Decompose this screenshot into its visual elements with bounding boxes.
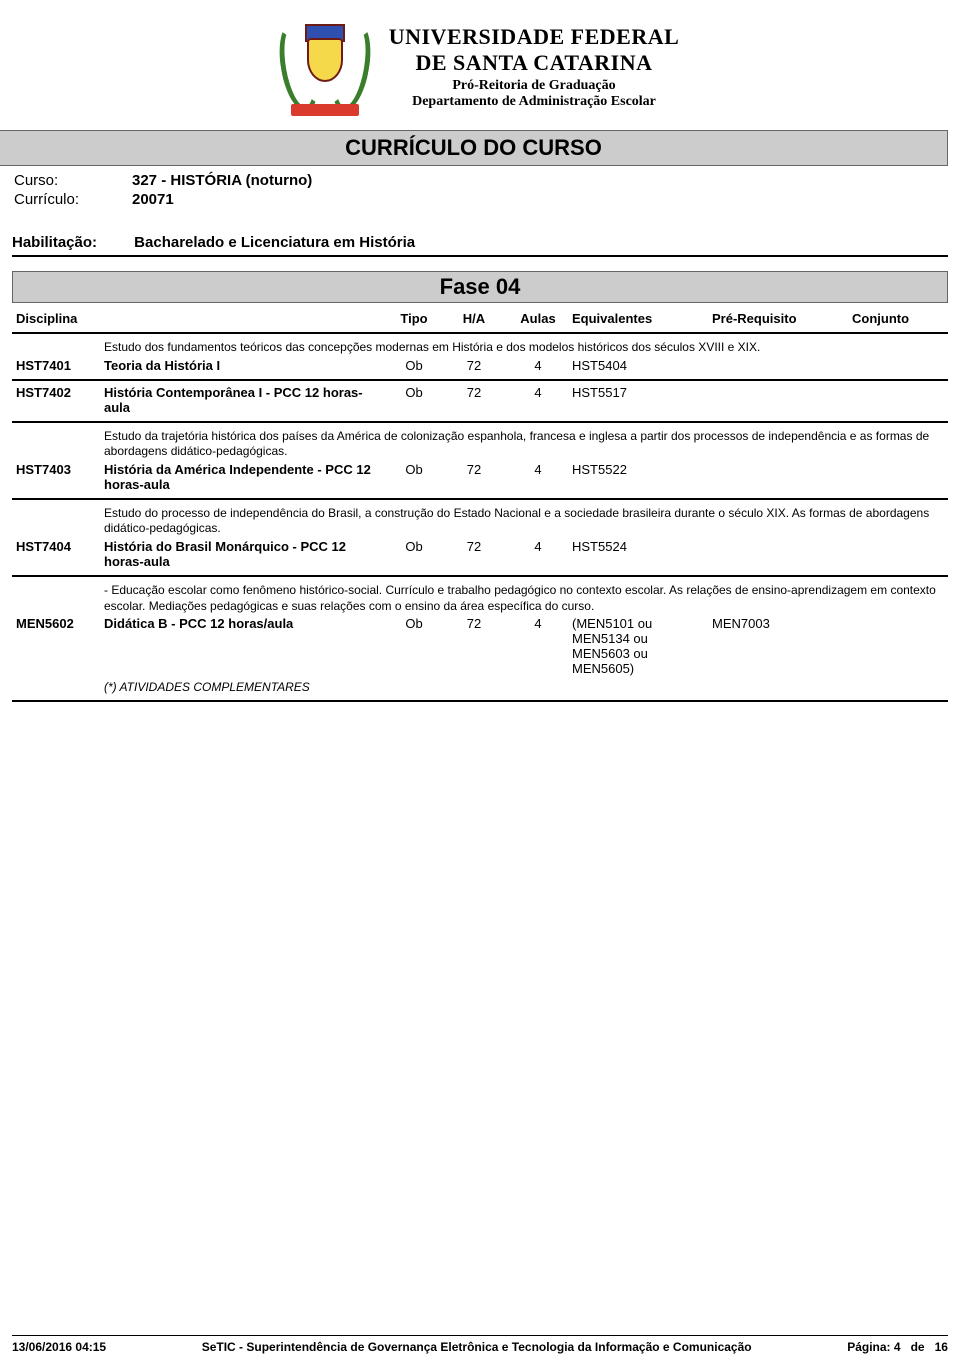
course-aulas: 4 bbox=[504, 539, 572, 554]
course-name: História do Brasil Monárquico - PCC 12 h… bbox=[104, 539, 384, 569]
university-subtitle-1: Pró-Reitoria de Graduação bbox=[389, 78, 680, 94]
course-tipo: Ob bbox=[384, 462, 444, 477]
course-aulas: 4 bbox=[504, 358, 572, 373]
course-aulas: 4 bbox=[504, 462, 572, 477]
course-description: Estudo dos fundamentos teóricos das conc… bbox=[16, 338, 944, 358]
university-name-line1: UNIVERSIDADE FEDERAL bbox=[389, 24, 680, 50]
course-row: HST7402História Contemporânea I - PCC 12… bbox=[16, 385, 944, 415]
course-equivalentes: HST5524 bbox=[572, 539, 712, 554]
course-code: HST7402 bbox=[16, 385, 104, 400]
course-ha: 72 bbox=[444, 539, 504, 554]
course-row: HST7403História da América Independente … bbox=[16, 462, 944, 492]
university-text-block: UNIVERSIDADE FEDERAL DE SANTA CATARINA P… bbox=[389, 24, 680, 110]
course-name: Didática B - PCC 12 horas/aula bbox=[104, 616, 384, 631]
course-name: História da América Independente - PCC 1… bbox=[104, 462, 384, 492]
course-code: HST7404 bbox=[16, 539, 104, 554]
university-subtitle-2: Departamento de Administração Escolar bbox=[389, 94, 680, 110]
course-name: Teoria da História I bbox=[104, 358, 384, 373]
course-blocks: Estudo dos fundamentos teóricos das conc… bbox=[12, 334, 948, 702]
course-equivalentes: HST5404 bbox=[572, 358, 712, 373]
course-block: Estudo do processo de independência do B… bbox=[12, 500, 948, 577]
course-row: MEN5602Didática B - PCC 12 horas/aulaOb7… bbox=[16, 616, 944, 676]
column-header-row: Disciplina Tipo H/A Aulas Equivalentes P… bbox=[12, 303, 948, 334]
col-aulas: Aulas bbox=[504, 311, 572, 326]
course-ha: 72 bbox=[444, 616, 504, 631]
footer-org: SeTIC - Superintendência de Governança E… bbox=[202, 1340, 752, 1354]
course-prerequisito: MEN7003 bbox=[712, 616, 852, 631]
course-tipo: Ob bbox=[384, 385, 444, 400]
col-conjunto: Conjunto bbox=[852, 311, 944, 326]
phase-band: Fase 04 bbox=[12, 271, 948, 303]
course-ha: 72 bbox=[444, 462, 504, 477]
page-footer: 13/06/2016 04:15 SeTIC - Superintendênci… bbox=[12, 1335, 948, 1354]
habilitacao-value: Bacharelado e Licenciatura em História bbox=[134, 234, 415, 251]
meta-habilitacao: Habilitação: Bacharelado e Licenciatura … bbox=[12, 234, 948, 257]
document-header: UNIVERSIDADE FEDERAL DE SANTA CATARINA P… bbox=[12, 18, 948, 116]
course-code: HST7403 bbox=[16, 462, 104, 477]
course-ha: 72 bbox=[444, 358, 504, 373]
col-ha: H/A bbox=[444, 311, 504, 326]
course-aulas: 4 bbox=[504, 385, 572, 400]
footer-page-sep: de bbox=[911, 1340, 925, 1354]
course-block: Estudo da trajetória histórica dos paíse… bbox=[12, 423, 948, 500]
col-prerequisito: Pré-Requisito bbox=[712, 311, 852, 326]
habilitacao-label: Habilitação: bbox=[12, 234, 130, 251]
course-equivalentes: (MEN5101 ou MEN5134 ou MEN5603 ou MEN560… bbox=[572, 616, 712, 676]
footer-page-label: Página: bbox=[847, 1340, 890, 1354]
course-block: - Educação escolar como fenômeno históri… bbox=[12, 577, 948, 702]
footer-page-current: 4 bbox=[894, 1340, 901, 1354]
course-ha: 72 bbox=[444, 385, 504, 400]
course-description: Estudo da trajetória histórica dos paíse… bbox=[16, 427, 944, 462]
course-block: HST7402História Contemporânea I - PCC 12… bbox=[12, 381, 948, 423]
curso-label: Curso: bbox=[14, 172, 132, 189]
footer-timestamp: 13/06/2016 04:15 bbox=[12, 1340, 106, 1354]
meta-curriculo: Currículo: 20071 bbox=[14, 191, 948, 208]
course-row: HST7404História do Brasil Monárquico - P… bbox=[16, 539, 944, 569]
course-code: MEN5602 bbox=[16, 616, 104, 631]
university-name-line2: DE SANTA CATARINA bbox=[389, 50, 680, 76]
course-tipo: Ob bbox=[384, 358, 444, 373]
course-equivalentes: HST5517 bbox=[572, 385, 712, 400]
course-aulas: 4 bbox=[504, 616, 572, 631]
footer-pagination: Página: 4 de 16 bbox=[847, 1340, 948, 1354]
curriculo-value: 20071 bbox=[132, 191, 174, 208]
course-block: Estudo dos fundamentos teóricos das conc… bbox=[12, 334, 948, 381]
curriculo-label: Currículo: bbox=[14, 191, 132, 208]
course-description: Estudo do processo de independência do B… bbox=[16, 504, 944, 539]
course-description: - Educação escolar como fenômeno históri… bbox=[16, 581, 944, 616]
course-code: HST7401 bbox=[16, 358, 104, 373]
col-equivalentes: Equivalentes bbox=[572, 311, 712, 326]
course-tipo: Ob bbox=[384, 539, 444, 554]
meta-curso: Curso: 327 - HISTÓRIA (noturno) bbox=[14, 172, 948, 189]
curso-value: 327 - HISTÓRIA (noturno) bbox=[132, 172, 312, 189]
course-tipo: Ob bbox=[384, 616, 444, 631]
course-name: História Contemporânea I - PCC 12 horas-… bbox=[104, 385, 384, 415]
col-tipo: Tipo bbox=[384, 311, 444, 326]
document-title-band: CURRÍCULO DO CURSO bbox=[0, 130, 948, 166]
course-row: HST7401Teoria da História IOb724HST5404 bbox=[16, 358, 944, 373]
course-note: (*) ATIVIDADES COMPLEMENTARES bbox=[16, 676, 944, 694]
course-equivalentes: HST5522 bbox=[572, 462, 712, 477]
university-crest-icon bbox=[281, 18, 369, 116]
col-disciplina: Disciplina bbox=[16, 311, 104, 326]
footer-page-total: 16 bbox=[935, 1340, 948, 1354]
page-container: UNIVERSIDADE FEDERAL DE SANTA CATARINA P… bbox=[0, 0, 960, 702]
